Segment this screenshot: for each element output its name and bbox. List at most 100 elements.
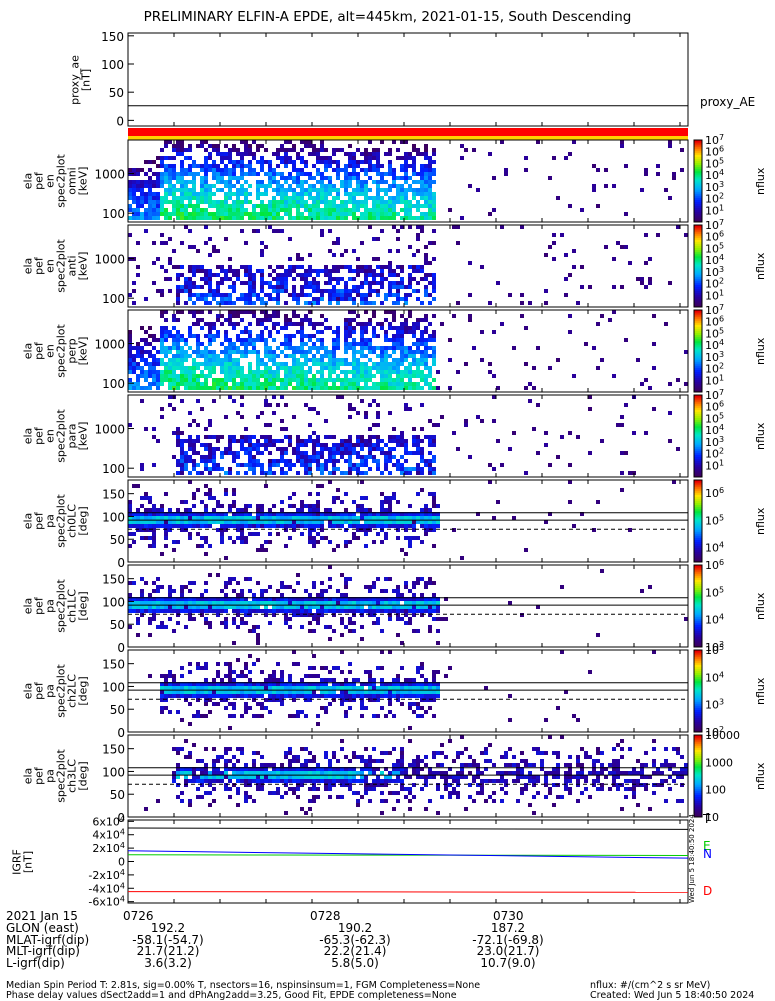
pitch-cell (136, 617, 140, 621)
pitch-cell (348, 605, 352, 609)
spectrogram-cell (232, 160, 236, 164)
spectrogram-cell (356, 164, 360, 168)
spectrogram-cell (264, 338, 268, 342)
spectrogram-cell (388, 370, 392, 374)
pitch-cell (248, 524, 252, 528)
spectrogram-cell (288, 435, 292, 439)
pitch-cell (316, 617, 320, 621)
spectrogram-cell (468, 261, 472, 265)
spectrogram-cell (344, 318, 348, 322)
spectrogram-cell (308, 293, 312, 297)
spectrogram-cell (244, 148, 248, 152)
spectrogram-cell (200, 382, 204, 386)
spectrogram-cell (328, 459, 332, 463)
spectrogram-cell (348, 200, 352, 204)
spectrogram-cell (340, 208, 344, 212)
spectrogram-cell (340, 216, 344, 220)
spectrogram-cell (276, 322, 280, 326)
spectrogram-cell (164, 378, 168, 382)
spectrogram-cell (132, 208, 136, 212)
spectrogram-cell (240, 386, 244, 390)
spectrogram-cell (352, 301, 356, 305)
spectrogram-cell (308, 152, 312, 156)
spectrogram-cell (360, 204, 364, 208)
spectrogram-cell (372, 180, 376, 184)
spectrogram-cell (164, 241, 168, 245)
pitch-cell (168, 609, 172, 613)
spectrogram-cell (196, 382, 200, 386)
spectrogram-cell (504, 172, 508, 176)
spectrogram-cell (240, 216, 244, 220)
spectrogram-cell (184, 148, 188, 152)
spectrogram-cell (292, 370, 296, 374)
pitch-cell (384, 516, 388, 520)
spectrogram-cell (340, 200, 344, 204)
spectrogram-cell (140, 370, 144, 374)
spectrogram-cell (220, 350, 224, 354)
spectrogram-cell (280, 382, 284, 386)
pitch-cell (276, 609, 280, 613)
spectrogram-cell (208, 196, 212, 200)
pitch-cell (240, 601, 244, 605)
spectrogram-cell (308, 265, 312, 269)
spectrogram-cell (276, 273, 280, 277)
spectrogram-cell (280, 144, 284, 148)
spectrogram-cell (388, 435, 392, 439)
spectrogram-cell (432, 273, 436, 277)
spectrogram-cell (300, 338, 304, 342)
spectrogram-cell (380, 229, 384, 233)
spectrogram-cell (180, 338, 184, 342)
spectrogram-cell (164, 176, 168, 180)
spectrogram-cell (272, 310, 276, 314)
pitch-cell (172, 516, 176, 520)
spectrogram-cell (212, 455, 216, 459)
spectrogram-cell (228, 350, 232, 354)
spectrogram-cell (408, 467, 412, 471)
spectrogram-cell (268, 467, 272, 471)
spectrogram-cell (144, 374, 148, 378)
pitch-cell (140, 528, 144, 532)
spectrogram-cell (332, 208, 336, 212)
spectrogram-cell (332, 277, 336, 281)
pitch-cell (268, 532, 272, 536)
spectrogram-cell (564, 253, 568, 257)
spectrogram-cell (428, 459, 432, 463)
spectrogram-cell (432, 459, 436, 463)
spectrogram-cell (140, 366, 144, 370)
status-bar-red (128, 128, 688, 136)
spectrogram-cell (324, 208, 328, 212)
spectrogram-cell (348, 208, 352, 212)
spectrogram-cell (392, 366, 396, 370)
spectrogram-cell (180, 346, 184, 350)
spectrogram-cell (212, 293, 216, 297)
pitch-cell (372, 621, 376, 625)
spectrogram-cell (412, 144, 416, 148)
pitch-cell (184, 690, 188, 694)
pitch-cell (312, 516, 316, 520)
spectrogram-cell (644, 172, 648, 176)
pitch-cell (400, 593, 404, 597)
pitch-cell (196, 694, 200, 698)
pitch-cell (296, 573, 300, 577)
pitch-cell (148, 617, 152, 621)
spectrogram-cell (408, 285, 412, 289)
spectrogram-cell (176, 196, 180, 200)
spectrogram-cell (136, 196, 140, 200)
spectrogram-cell (352, 330, 356, 334)
spectrogram-cell (308, 366, 312, 370)
spectrogram-cell (248, 216, 252, 220)
spectrogram-cell (272, 212, 276, 216)
spectrogram-cell (476, 415, 480, 419)
spectrogram-cell (348, 407, 352, 411)
spectrogram-cell (668, 382, 672, 386)
pitch-cell (356, 601, 360, 605)
spectrogram-cell (336, 241, 340, 245)
spectrogram-cell (280, 208, 284, 212)
spectrogram-cell (212, 435, 216, 439)
spectrogram-cell (188, 216, 192, 220)
spectrogram-cell (260, 281, 264, 285)
spectrogram-cell (148, 366, 152, 370)
pitch-cell (256, 637, 260, 641)
pitch-cell (324, 589, 328, 593)
pitch-cell (344, 581, 348, 585)
